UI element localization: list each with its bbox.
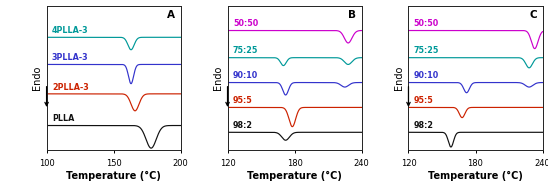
Y-axis label: Endo: Endo <box>32 66 42 90</box>
X-axis label: Temperature (°C): Temperature (°C) <box>428 171 523 181</box>
Text: 90:10: 90:10 <box>233 71 258 80</box>
Y-axis label: Endo: Endo <box>213 66 224 90</box>
X-axis label: Temperature (°C): Temperature (°C) <box>247 171 342 181</box>
Text: 98:2: 98:2 <box>414 121 434 130</box>
Y-axis label: Endo: Endo <box>395 66 404 90</box>
Text: 75:25: 75:25 <box>233 46 258 55</box>
Text: 50:50: 50:50 <box>233 19 258 28</box>
Text: PLLA: PLLA <box>52 114 75 123</box>
Text: A: A <box>167 10 175 20</box>
Text: 50:50: 50:50 <box>414 19 439 28</box>
Text: 98:2: 98:2 <box>233 121 253 130</box>
Text: C: C <box>529 10 537 20</box>
Text: 3PLLA-3: 3PLLA-3 <box>52 53 89 62</box>
Text: 95:5: 95:5 <box>233 96 253 105</box>
Text: 4PLLA-3: 4PLLA-3 <box>52 26 89 35</box>
Text: B: B <box>348 10 356 20</box>
Text: 75:25: 75:25 <box>414 46 439 55</box>
X-axis label: Temperature (°C): Temperature (°C) <box>66 171 161 181</box>
Text: 90:10: 90:10 <box>414 71 439 80</box>
Text: 95:5: 95:5 <box>414 96 433 105</box>
Text: 2PLLA-3: 2PLLA-3 <box>52 83 89 92</box>
